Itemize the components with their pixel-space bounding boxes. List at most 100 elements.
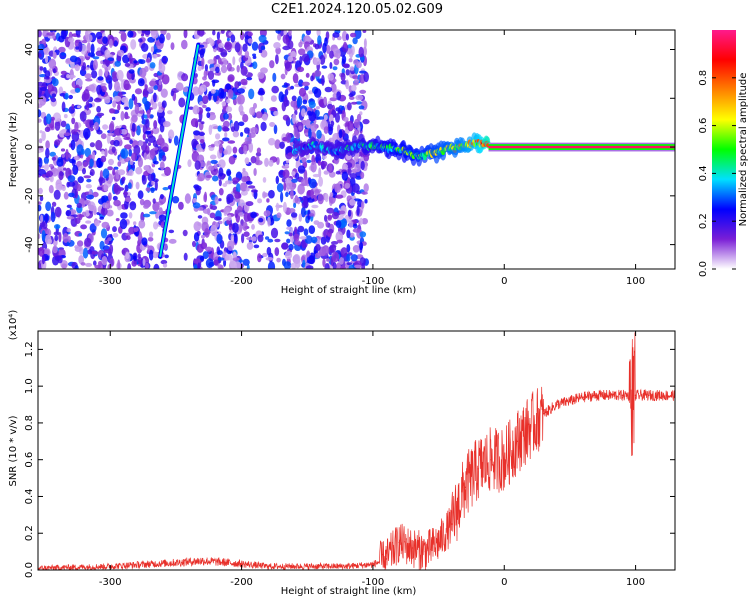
noise-speck [284, 251, 293, 260]
noise-speck [109, 257, 115, 267]
noise-speck [271, 85, 280, 94]
noise-speck [275, 202, 280, 212]
noise-speck [294, 195, 299, 204]
noise-speck [74, 121, 79, 133]
noise-speck [120, 212, 128, 219]
noise-speck [332, 32, 340, 38]
noise-speck [133, 221, 137, 226]
snr-point [529, 425, 532, 428]
noise-speck [335, 194, 344, 199]
noise-speck [308, 225, 316, 235]
noise-speck [286, 159, 290, 164]
noise-speck [202, 143, 206, 148]
noise-speck [51, 78, 59, 87]
noise-speck [142, 133, 146, 141]
noise-speck [323, 170, 329, 175]
noise-speck [47, 84, 53, 91]
noise-speck [252, 61, 258, 69]
noise-speck [363, 183, 369, 193]
noise-speck [268, 137, 276, 146]
noise-speck [173, 135, 179, 146]
noise-speck [242, 221, 248, 232]
noise-speck [250, 211, 257, 219]
noise-speck [354, 30, 362, 40]
noise-speck [361, 200, 365, 209]
noise-speck [218, 188, 224, 196]
noise-speck [332, 66, 338, 71]
noise-speck [54, 139, 61, 146]
noise-speck [306, 250, 311, 258]
noise-speck [71, 117, 76, 125]
noise-speck [290, 262, 297, 269]
noise-speck [306, 197, 315, 203]
noise-speck [310, 188, 315, 200]
noise-speck [297, 183, 305, 195]
noise-speck [182, 229, 188, 237]
noise-speck [325, 31, 330, 40]
noise-speck [361, 191, 368, 195]
noise-speck [211, 79, 220, 84]
noise-speck [133, 145, 141, 156]
noise-speck [232, 222, 239, 234]
noise-speck [352, 228, 361, 233]
noise-speck [243, 141, 252, 145]
y-tick-label: -20 [24, 188, 35, 204]
noise-speck [113, 166, 119, 170]
noise-speck [301, 53, 310, 63]
noise-speck [329, 244, 337, 253]
noise-speck [57, 255, 63, 264]
noise-speck [205, 107, 211, 112]
noise-speck [348, 58, 353, 63]
noise-speck [116, 69, 124, 81]
noise-speck [248, 185, 256, 189]
noise-speck [157, 108, 163, 113]
noise-speck [350, 32, 357, 38]
noise-speck [137, 156, 143, 168]
noise-speck [355, 61, 362, 69]
noise-speck [117, 169, 126, 176]
noise-speck [149, 211, 157, 215]
noise-speck [304, 235, 313, 244]
noise-speck [208, 165, 215, 171]
noise-speck [56, 158, 64, 167]
noise-speck [240, 190, 248, 196]
noise-speck [148, 249, 154, 261]
noise-speck [124, 115, 130, 119]
noise-speck [103, 184, 108, 192]
x-tick-label: -100 [362, 577, 385, 588]
noise-speck [196, 143, 202, 152]
y-tick-label: 0.4 [24, 489, 35, 505]
noise-speck [99, 170, 104, 179]
noise-speck [91, 70, 98, 79]
noise-speck [306, 265, 314, 269]
noise-speck [96, 112, 105, 117]
noise-speck [251, 224, 255, 230]
noise-speck [360, 171, 365, 179]
noise-speck [199, 139, 205, 144]
noise-speck [41, 254, 46, 265]
noise-speck [246, 241, 254, 250]
noise-speck [107, 237, 112, 242]
noise-speck [194, 160, 201, 170]
noise-speck [218, 179, 222, 187]
x-tick-label: -200 [230, 276, 253, 287]
noise-speck [268, 159, 274, 167]
noise-speck [236, 65, 240, 73]
noise-speck [295, 163, 300, 169]
noise-speck [123, 79, 130, 91]
noise-speck [244, 127, 250, 134]
noise-speck [98, 177, 106, 184]
noise-speck [45, 148, 50, 159]
noise-speck [256, 147, 261, 154]
noise-speck [149, 114, 154, 119]
noise-speck [155, 210, 159, 219]
noise-speck [285, 191, 289, 198]
noise-speck [197, 173, 205, 182]
noise-speck [82, 167, 86, 175]
noise-speck [275, 175, 279, 185]
noise-speck [272, 72, 277, 82]
noise-speck [141, 237, 148, 246]
noise-speck [316, 30, 321, 37]
snr-point [490, 458, 492, 461]
noise-speck [352, 81, 360, 86]
